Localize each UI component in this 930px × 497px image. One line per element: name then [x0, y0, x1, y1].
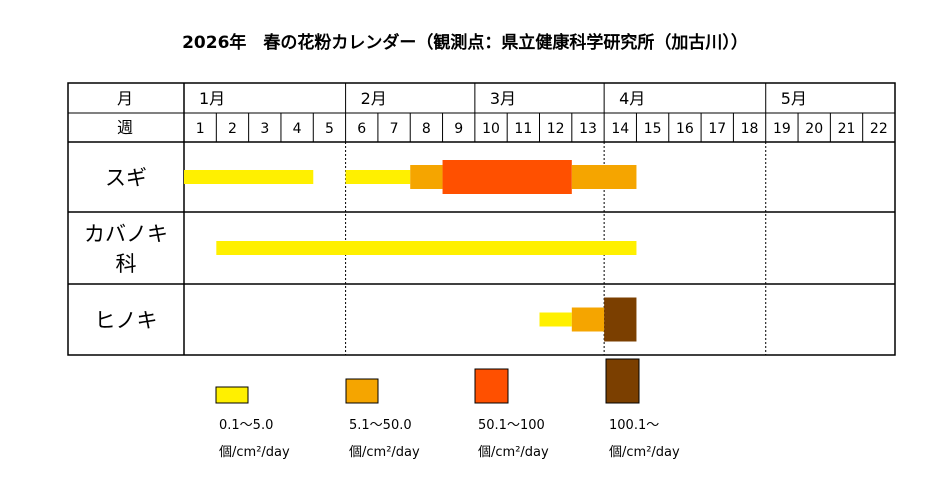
- legend-swatch: [215, 386, 249, 404]
- legend-swatch: [474, 368, 509, 404]
- week-label: 11: [514, 121, 532, 137]
- plant-label: カバノキ: [84, 222, 168, 246]
- legend-swatch: [605, 358, 640, 404]
- week-label: 19: [773, 121, 791, 137]
- week-label: 3: [260, 121, 269, 137]
- month-label: 2月: [361, 89, 387, 108]
- legend-unit-label: 個/cm²/day: [609, 445, 680, 460]
- week-label: 7: [390, 121, 399, 137]
- calendar-grid: [67, 82, 896, 356]
- week-label: 16: [676, 121, 694, 137]
- week-label: 13: [579, 121, 597, 137]
- week-label: 18: [741, 121, 759, 137]
- week-header-label: 週: [117, 118, 133, 137]
- month-label: 4月: [619, 89, 645, 108]
- week-label: 21: [838, 121, 856, 137]
- chart-title: 2026年 春の花粉カレンダー（観測点：県立健康科学研究所（加古川））: [182, 32, 748, 53]
- pollen-bar: [571, 165, 637, 189]
- week-label: 14: [611, 121, 629, 137]
- legend-unit-label: 個/cm²/day: [349, 445, 420, 460]
- legend-range-label: 0.1～5.0: [219, 418, 273, 433]
- week-label: 12: [547, 121, 565, 137]
- plant-label: ヒノキ: [95, 309, 158, 333]
- pollen-bar: [604, 297, 637, 342]
- pollen-bar: [539, 312, 572, 327]
- month-label: 1月: [199, 89, 225, 108]
- pollen-bar: [571, 307, 605, 332]
- week-label: 8: [422, 121, 431, 137]
- pollen-bar: [442, 160, 572, 194]
- month-label: 5月: [781, 89, 807, 108]
- week-label: 1: [196, 121, 205, 137]
- pollen-bars: [184, 160, 637, 342]
- week-label: 6: [357, 121, 366, 137]
- legend-unit-label: 個/cm²/day: [478, 445, 549, 460]
- week-label: 2: [228, 121, 237, 137]
- pollen-bar: [216, 241, 637, 255]
- week-label: 20: [805, 121, 823, 137]
- week-label: 17: [708, 121, 726, 137]
- month-label: 3月: [490, 89, 516, 108]
- table-frame: [67, 82, 896, 356]
- week-label: 5: [325, 121, 334, 137]
- legend-unit-label: 個/cm²/day: [219, 445, 290, 460]
- legend-range-label: 50.1～100: [478, 418, 545, 433]
- legend-range-label: 5.1～50.0: [349, 418, 412, 433]
- plant-label: スギ: [105, 166, 147, 190]
- week-label: 10: [482, 121, 500, 137]
- pollen-bar: [345, 170, 411, 184]
- week-label: 15: [644, 121, 662, 137]
- month-header-label: 月: [117, 89, 133, 108]
- week-label: 9: [454, 121, 463, 137]
- pollen-bar: [410, 165, 443, 189]
- pollen-bar: [184, 170, 314, 184]
- calendar-labels: 月 週 1月 2月 3月 4月 5月1 2 3 4 5 6 7 8 9 10 11 12 13 14 15 16 17 1…: [84, 89, 888, 333]
- week-label: 22: [870, 121, 888, 137]
- legend-range-label: 100.1～: [609, 418, 659, 433]
- legend-swatch: [345, 378, 379, 404]
- plant-label: 科: [116, 252, 137, 276]
- legend: 0.1～5.0 個/cm²/day 5.1～50.0 個/cm²/day 50.1～10…: [215, 358, 680, 460]
- week-label: 4: [293, 121, 302, 137]
